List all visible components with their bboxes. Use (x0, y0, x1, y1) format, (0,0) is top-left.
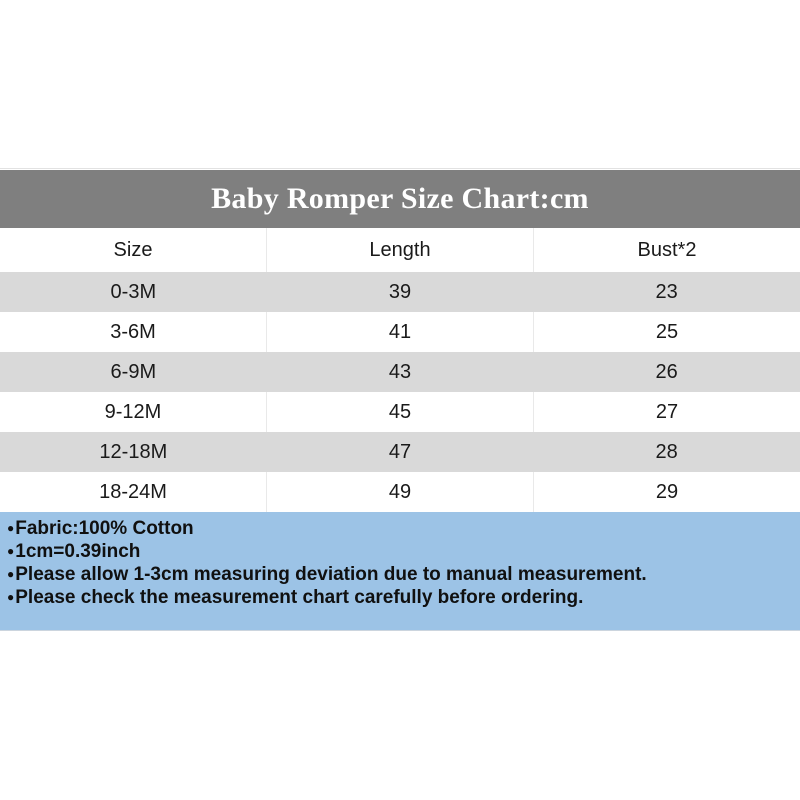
note-text: Please allow 1-3cm measuring deviation d… (15, 564, 647, 585)
cell-length: 41 (266, 312, 533, 352)
table-body: 0-3M 39 23 3-6M 41 25 6-9M 43 26 9-12M 4… (0, 272, 800, 512)
cell-length: 39 (388, 280, 412, 303)
cell-length: 49 (266, 472, 533, 512)
notes-panel: ●Fabric:100% Cotton ●1cm=0.39inch ●Pleas… (0, 512, 800, 630)
note-line-deviation: ●Please allow 1-3cm measuring deviation … (7, 563, 790, 586)
bottom-border-line (0, 630, 800, 631)
cell-size: 12-18M (99, 440, 168, 463)
table-header-row: Size Length Bust*2 (0, 228, 800, 272)
cell-bust: 25 (533, 312, 800, 352)
table-row: 18-24M 49 29 (0, 472, 800, 512)
cell-size: 6-9M (110, 360, 157, 383)
bullet-icon: ● (7, 521, 15, 535)
top-border-line (0, 168, 800, 169)
cell-size: 18-24M (99, 480, 167, 503)
table-row: 3-6M 41 25 (0, 312, 800, 352)
table-row: 9-12M 45 27 (0, 392, 800, 432)
page-title: Baby Romper Size Chart:cm (211, 182, 589, 215)
cell-length: 43 (388, 360, 412, 383)
cell-bust: 23 (655, 280, 678, 303)
table-row: 0-3M 39 23 (0, 272, 800, 312)
note-line-fabric: ●Fabric:100% Cotton (7, 517, 790, 540)
bullet-icon: ● (7, 590, 15, 604)
cell-size: 0-3M (110, 280, 157, 303)
cell-bust: 27 (533, 392, 800, 432)
note-text: Fabric:100% Cotton (15, 518, 194, 539)
cell-bust: 26 (655, 360, 678, 383)
cell-bust: 29 (533, 472, 800, 512)
note-text: 1cm=0.39inch (15, 541, 141, 562)
cell-bust: 28 (655, 440, 678, 463)
column-header-length: Length (266, 228, 533, 272)
cell-size: 3-6M (110, 320, 156, 343)
cell-length: 45 (266, 392, 533, 432)
note-line-conversion: ●1cm=0.39inch (7, 540, 790, 563)
note-line-check-chart: ●Please check the measurement chart care… (7, 586, 790, 609)
column-header-size: Size (113, 238, 153, 261)
cell-size: 9-12M (104, 400, 162, 423)
column-header-bust: Bust*2 (533, 228, 800, 272)
title-bar: Baby Romper Size Chart:cm (0, 170, 800, 228)
note-text: Please check the measurement chart caref… (15, 587, 584, 608)
table-row: 6-9M 43 26 (0, 352, 800, 392)
bullet-icon: ● (7, 567, 15, 581)
table-row: 12-18M 47 28 (0, 432, 800, 472)
bullet-icon: ● (7, 544, 15, 558)
cell-length: 47 (388, 440, 412, 463)
